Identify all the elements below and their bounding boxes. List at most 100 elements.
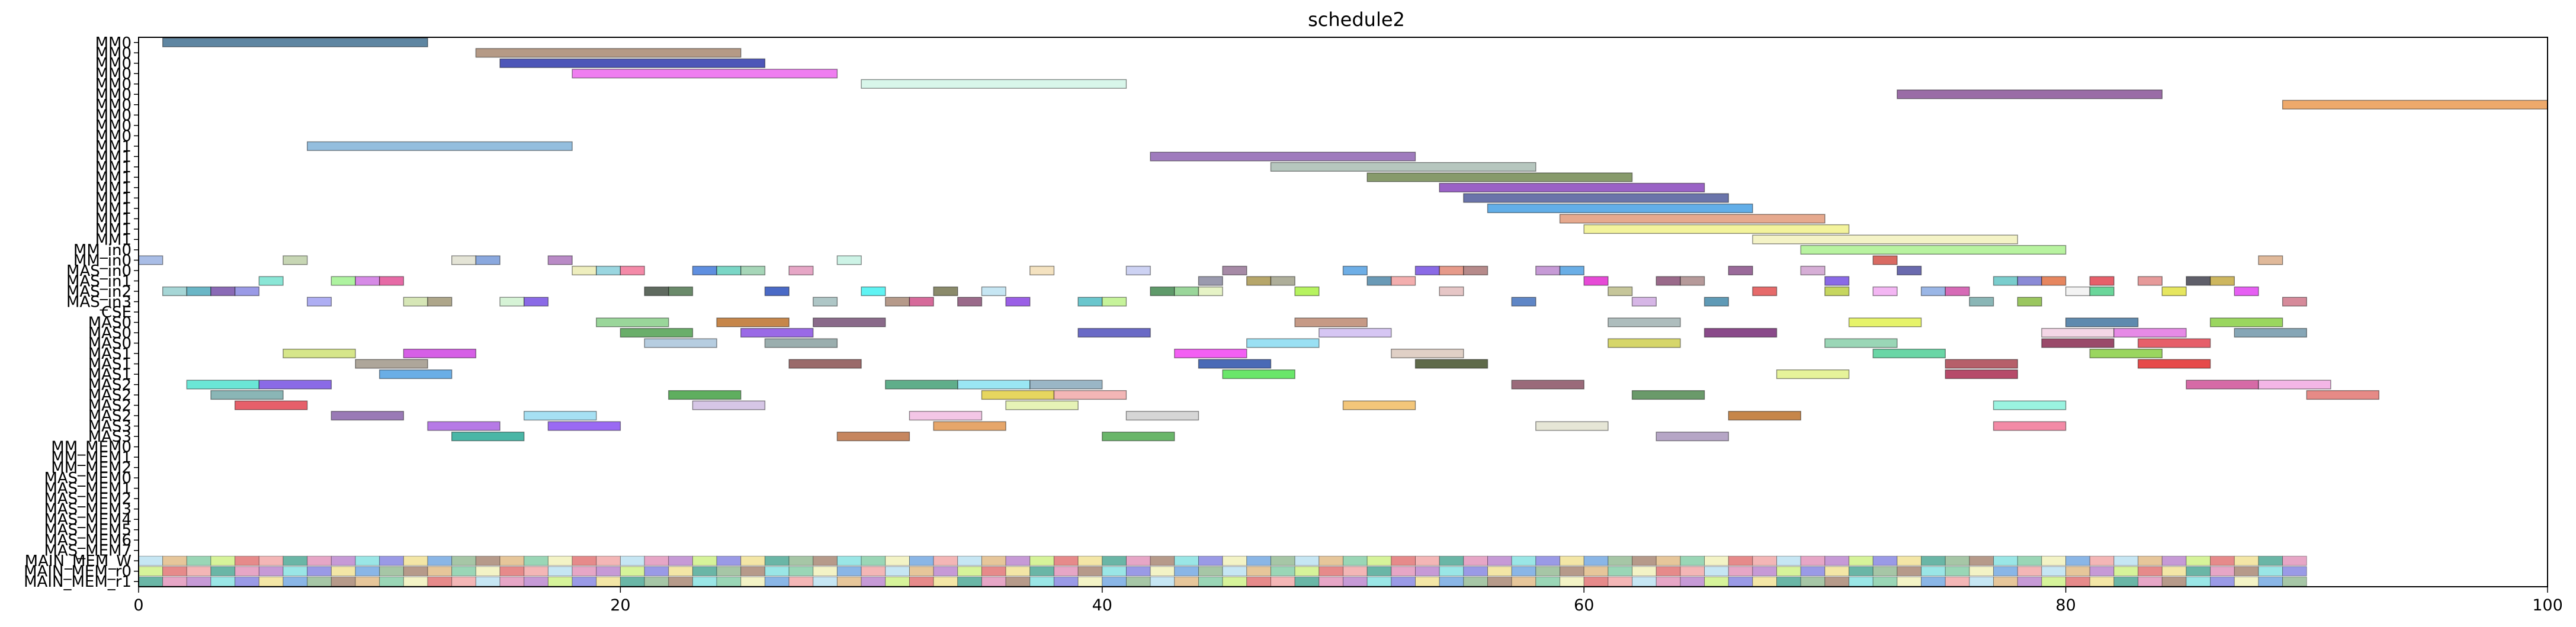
memory-block: [716, 566, 742, 577]
memory-block: [1993, 555, 2018, 566]
task-bar: [355, 276, 380, 286]
task-bar: [1366, 276, 1392, 286]
task-bar: [1511, 380, 1584, 390]
memory-block: [1752, 576, 1778, 587]
memory-block: [1993, 576, 2018, 587]
memory-block: [1246, 555, 1271, 566]
memory-block: [283, 566, 308, 577]
memory-block: [1632, 566, 1657, 577]
memory-block: [1728, 566, 1753, 577]
task-bar: [740, 265, 766, 276]
memory-block: [1680, 576, 1705, 587]
task-bar: [1125, 265, 1151, 276]
task-bar: [475, 48, 742, 58]
memory-block: [1608, 555, 1633, 566]
task-bar: [2186, 276, 2211, 286]
task-bar: [1029, 380, 1103, 390]
task-bar: [1800, 265, 1826, 276]
task-bar: [909, 411, 983, 421]
task-bar: [1342, 265, 1368, 276]
task-bar: [1872, 255, 1898, 265]
memory-block: [1366, 566, 1392, 577]
memory-block: [909, 576, 934, 587]
task-bar: [1246, 276, 1272, 286]
memory-block: [258, 555, 284, 566]
task-bar: [1439, 182, 1705, 192]
task-bar: [596, 265, 621, 276]
memory-block: [1246, 566, 1271, 577]
task-bar: [427, 421, 501, 431]
memory-block: [2282, 576, 2307, 587]
memory-block: [1415, 555, 1440, 566]
task-bar: [1897, 89, 2163, 99]
task-bar: [2041, 276, 2067, 286]
task-bar: [1559, 214, 1826, 224]
y-tick-label: MM_MEM0: [51, 439, 131, 456]
task-bar: [2089, 348, 2163, 359]
task-bar: [1945, 369, 2018, 380]
memory-block: [2282, 555, 2307, 566]
task-bar: [2113, 327, 2187, 338]
task-bar: [1029, 265, 1055, 276]
task-bar: [1824, 338, 1898, 348]
memory-block: [1535, 576, 1561, 587]
memory-block: [235, 566, 259, 577]
task-bar: [2186, 380, 2259, 390]
memory-block: [1824, 566, 1850, 577]
task-bar: [933, 421, 1006, 431]
task-bar: [1222, 265, 1247, 276]
y-tick-label: MM1: [95, 221, 131, 239]
memory-block: [1632, 555, 1657, 566]
memory-block: [692, 566, 717, 577]
memory-block: [1174, 576, 1199, 587]
memory-block: [403, 576, 428, 587]
task-bar: [2258, 380, 2331, 390]
y-tick-label: MM0: [95, 65, 131, 83]
task-bar: [1969, 297, 1994, 307]
memory-block: [186, 576, 211, 587]
memory-block: [1102, 576, 1127, 587]
task-bar: [620, 265, 645, 276]
memory-block: [716, 576, 742, 587]
task-bar: [306, 297, 332, 307]
task-bar: [2258, 255, 2283, 265]
memory-block: [1391, 576, 1416, 587]
task-bar: [355, 359, 428, 369]
task-bar: [306, 141, 573, 151]
memory-block: [813, 566, 838, 577]
task-bar: [1463, 193, 1729, 203]
task-bar: [572, 69, 838, 79]
memory-block: [1077, 576, 1103, 587]
memory-block: [235, 576, 259, 587]
memory-block: [2138, 555, 2163, 566]
task-bar: [1752, 286, 1778, 297]
y-tick-label: MM_in0: [73, 242, 131, 259]
task-bar: [475, 255, 501, 265]
memory-block: [1800, 555, 1826, 566]
task-bar: [2065, 317, 2139, 327]
x-tick-label: 40: [1092, 596, 1112, 615]
memory-block: [1270, 576, 1295, 587]
memory-block: [620, 576, 645, 587]
memory-block: [138, 555, 163, 566]
memory-block: [1656, 576, 1681, 587]
memory-block: [1560, 555, 1584, 566]
memory-block: [1583, 555, 1609, 566]
memory-block: [1487, 576, 1512, 587]
task-bar: [981, 286, 1006, 297]
task-bar: [1270, 276, 1295, 286]
memory-block: [2017, 576, 2042, 587]
task-bar: [836, 255, 862, 265]
task-bar: [692, 400, 766, 410]
task-bar: [2041, 327, 2115, 338]
y-tick-label: MAS_MEM3: [44, 501, 131, 519]
memory-block: [620, 555, 645, 566]
task-bar: [957, 380, 1031, 390]
memory-block: [524, 566, 548, 577]
memory-block: [836, 576, 862, 587]
task-bar: [957, 297, 983, 307]
task-bar: [524, 411, 597, 421]
task-bar: [283, 348, 356, 359]
task-bar: [403, 348, 477, 359]
